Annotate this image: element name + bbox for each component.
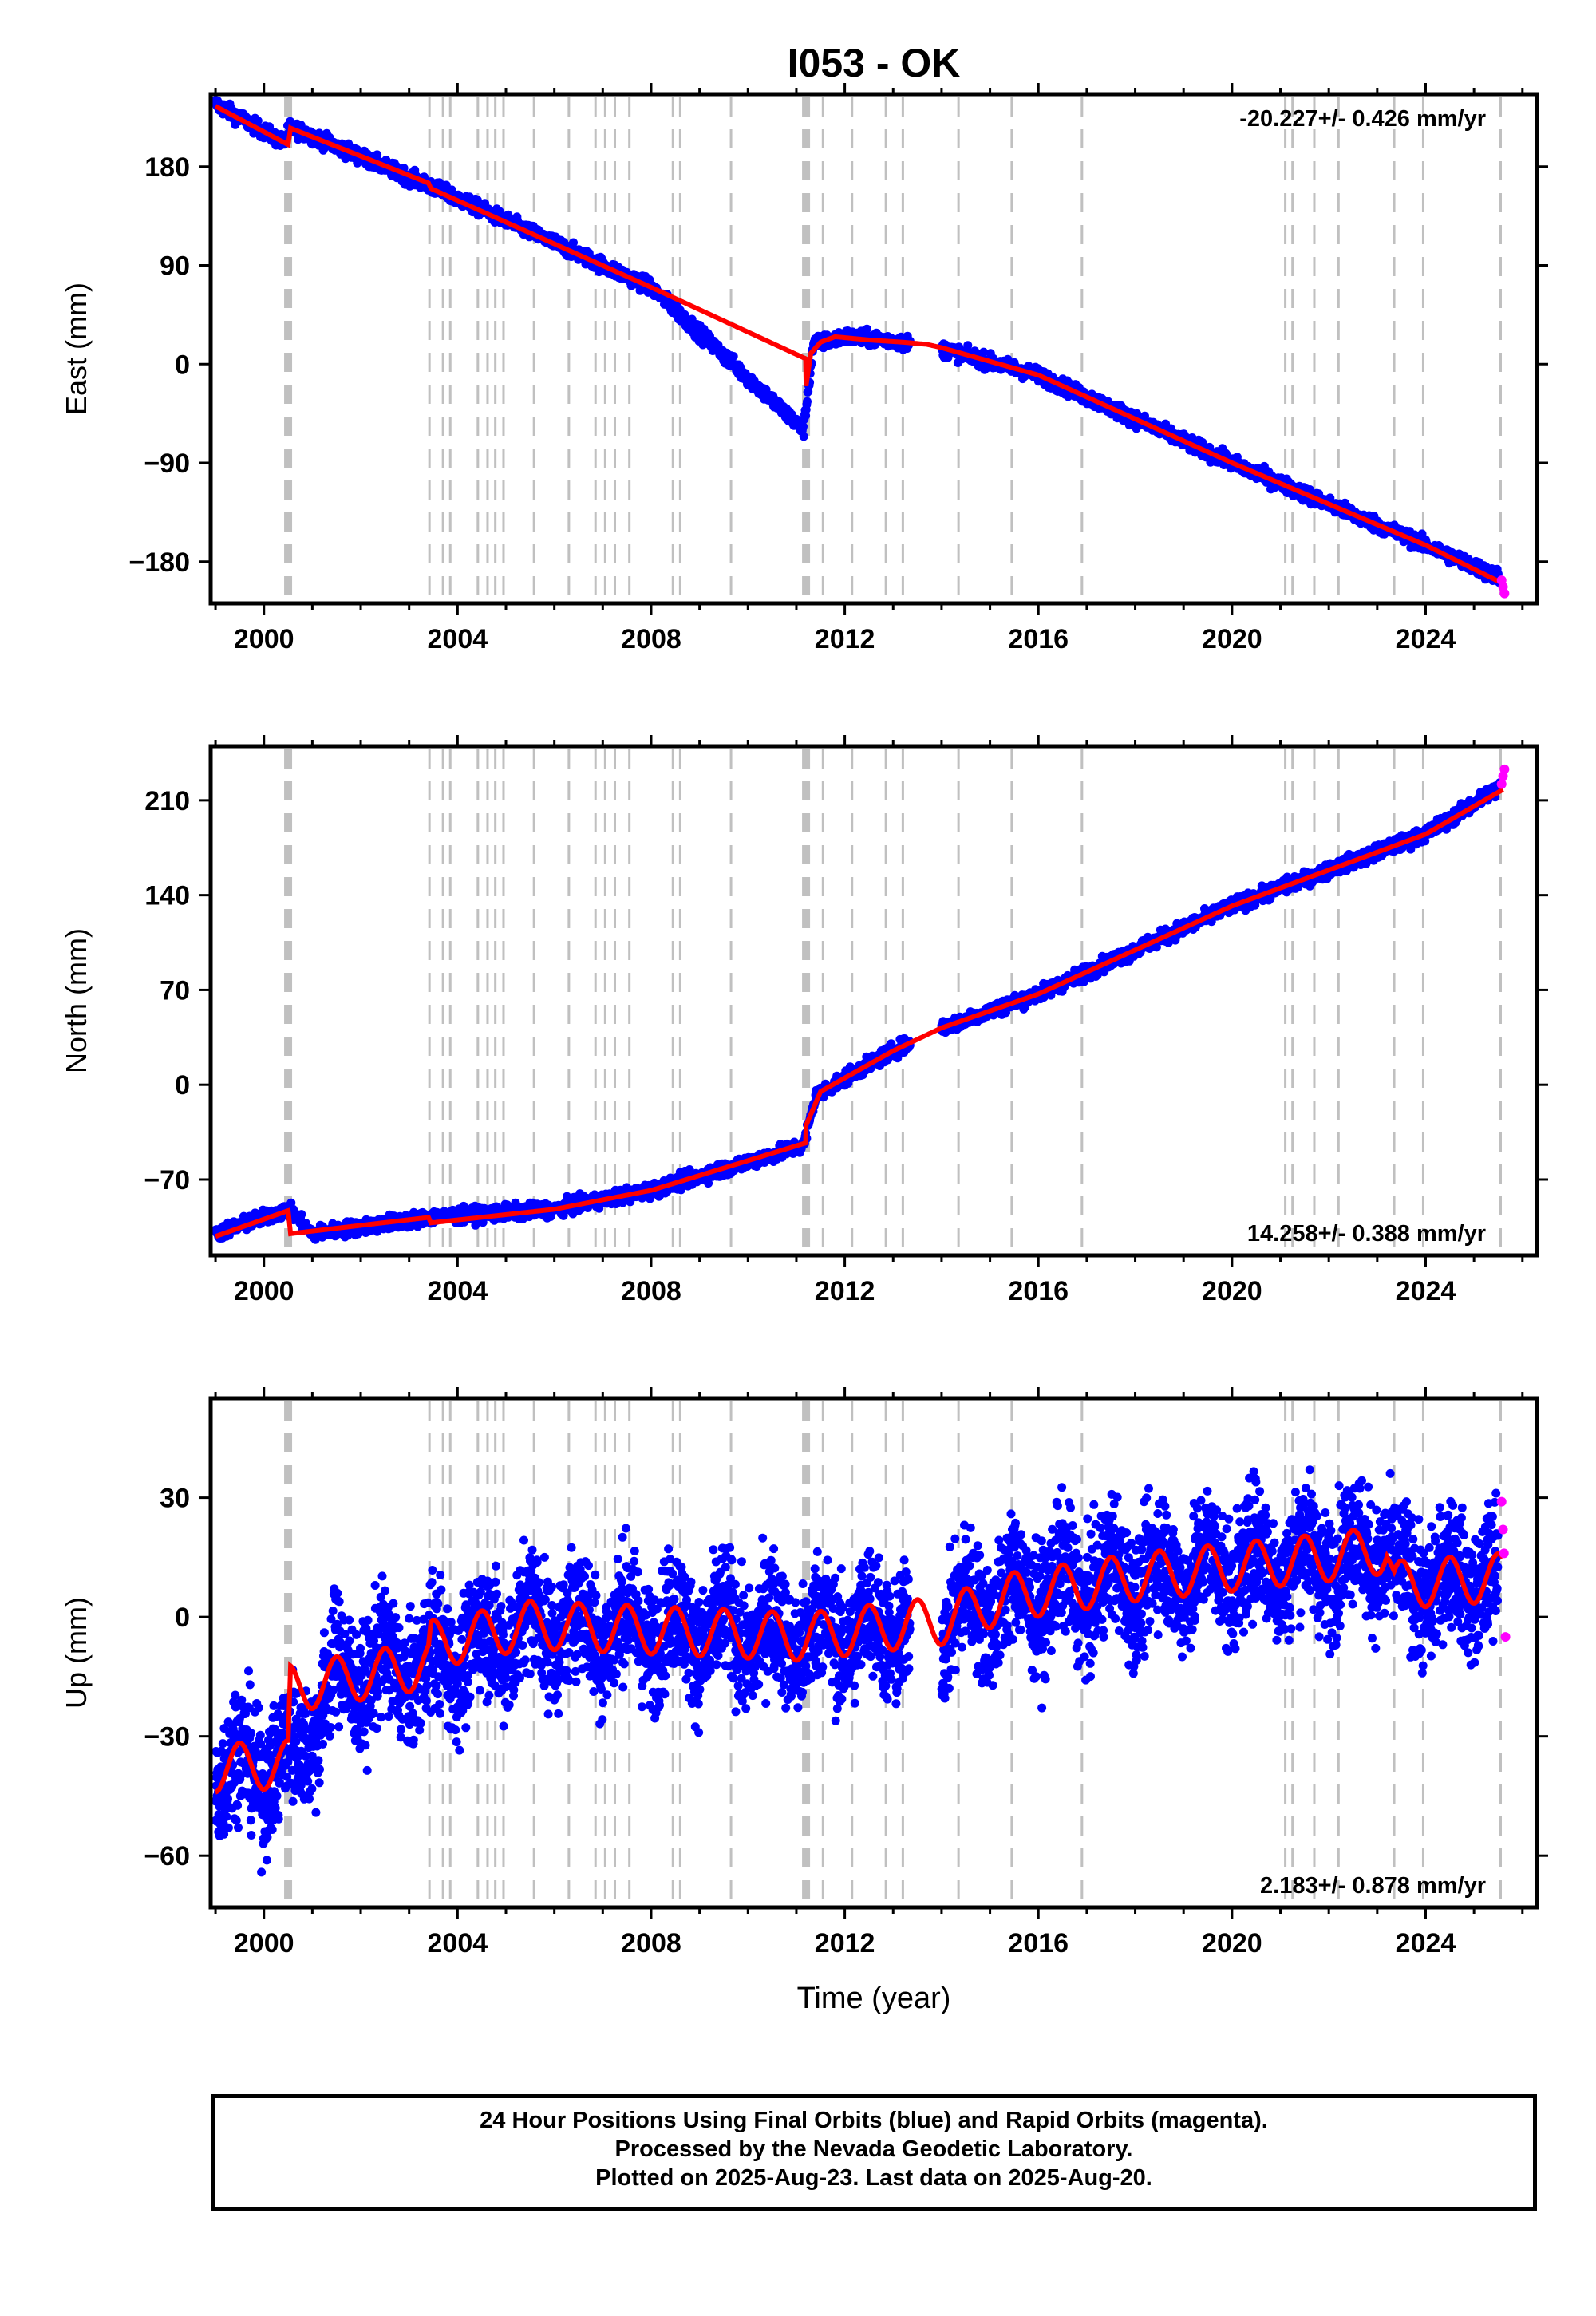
- step-lines: [284, 97, 1503, 600]
- final-orbit-points: [211, 778, 1505, 1244]
- panel-north: 2000 2004 2008 2012 2016 2020 2024210140700−70…: [60, 735, 1548, 1306]
- panel-east: 2000 2004 2008 2012 2016 2020 2024 180 90 0 −90 −18…: [60, 83, 1548, 654]
- y-tick-label: 180: [144, 152, 190, 183]
- final-orbit-points: [211, 96, 1505, 587]
- rate-label: -20.227+/- 0.426 mm/yr: [1239, 106, 1486, 132]
- x-tick-label: 2024: [1396, 624, 1456, 654]
- x-tick-label: 2004: [428, 624, 488, 654]
- final-point: [799, 421, 808, 431]
- final-point: [373, 150, 382, 160]
- x-tick-label: 2008: [621, 624, 681, 654]
- final-point: [729, 352, 738, 361]
- rapid-orbit-points: [1496, 575, 1510, 599]
- y-tick-label: 0: [175, 350, 190, 380]
- rapid-point: [1499, 588, 1510, 599]
- final-point: [862, 324, 871, 334]
- panels: 2000 2004 2008 2012 2016 2020 2024 180 90 0 −90 −18…: [60, 83, 1548, 1958]
- y-tick-label: −180: [128, 547, 190, 578]
- y-tick-label: 90: [160, 251, 190, 282]
- x-tick-label: 2016: [1008, 624, 1069, 654]
- data-layer: [211, 96, 1510, 599]
- final-point: [569, 238, 578, 247]
- figure-title: I053 - OK: [788, 41, 961, 85]
- final-point: [297, 1210, 306, 1219]
- final-point: [253, 116, 263, 125]
- x-tick-label: 2012: [815, 624, 875, 654]
- y-tick-label: −90: [144, 449, 190, 479]
- x-tick-label: 2000: [234, 624, 294, 654]
- step-lines: [284, 749, 1503, 1252]
- y-axis-label: East (mm): [60, 283, 93, 415]
- x-tick-label: 2020: [1202, 624, 1262, 654]
- final-point: [803, 397, 812, 406]
- final-point: [799, 432, 808, 441]
